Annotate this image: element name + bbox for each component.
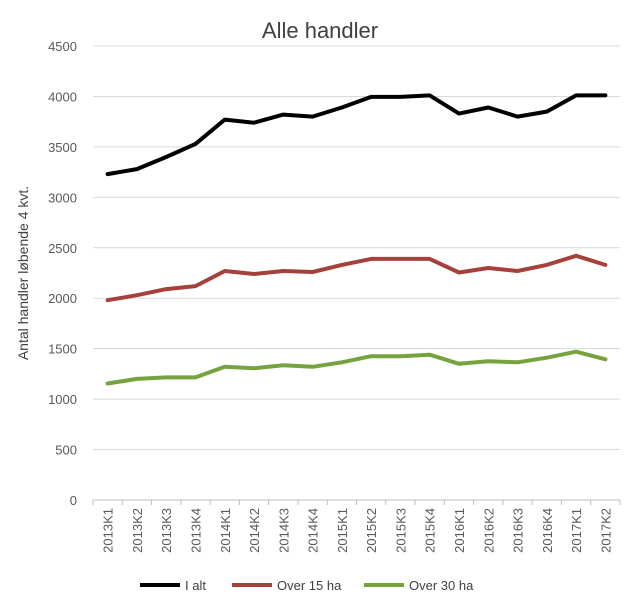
series-line-3	[105, 349, 608, 386]
x-axis-ticks: 2013K1 2013K2 2013K3 2013K4 2014K1 2014K2 2014…	[92, 500, 621, 553]
y-tick-label: 1500	[48, 342, 77, 357]
x-tick-label: 2015K1	[335, 508, 350, 553]
gridlines	[93, 45, 620, 501]
y-axis-ticks: 0 500 1000 1500 2000 2500 3000 3500 4000 4500	[48, 39, 77, 508]
y-tick-label: 3500	[48, 140, 77, 155]
x-tick-label: 2014K1	[218, 508, 233, 553]
y-tick-label: 1000	[48, 392, 77, 407]
y-tick-label: 2500	[48, 241, 77, 256]
y-tick-label: 3000	[48, 190, 77, 205]
series-lines	[105, 93, 608, 386]
legend: I alt Over 15 ha Over 30 ha	[140, 578, 474, 593]
x-tick-label: 2016K3	[511, 508, 526, 553]
x-tick-label: 2014K4	[306, 508, 321, 553]
x-tick-label: 2013K4	[188, 508, 203, 553]
x-tick-label: 2015K4	[423, 508, 438, 553]
y-tick-label: 500	[55, 443, 77, 458]
legend-label: I alt	[185, 578, 206, 593]
x-tick-label: 2016K4	[540, 508, 555, 553]
x-tick-label: 2015K3	[393, 508, 408, 553]
y-axis-label: Antal handler løbende 4 kvt.	[15, 186, 31, 360]
chart-title: Alle handler	[262, 18, 378, 43]
x-tick-label: 2017K1	[569, 508, 584, 553]
x-tick-label: 2015K2	[364, 508, 379, 553]
x-tick-label: 2016K2	[481, 508, 496, 553]
series-line-1	[105, 93, 608, 177]
y-tick-label: 4500	[48, 39, 77, 54]
series-line-2	[105, 253, 608, 303]
y-tick-label: 0	[70, 493, 77, 508]
x-tick-label: 2013K1	[101, 508, 116, 553]
y-tick-label: 4000	[48, 89, 77, 104]
legend-label: Over 30 ha	[409, 578, 474, 593]
legend-label: Over 15 ha	[277, 578, 342, 593]
y-tick-label: 2000	[48, 291, 77, 306]
x-tick-label: 2014K3	[276, 508, 291, 553]
x-tick-label: 2016K1	[452, 508, 467, 553]
x-tick-label: 2013K3	[159, 508, 174, 553]
x-tick-label: 2014K2	[247, 508, 262, 553]
x-tick-label: 2013K2	[130, 508, 145, 553]
x-tick-label: 2017K2	[598, 508, 613, 553]
